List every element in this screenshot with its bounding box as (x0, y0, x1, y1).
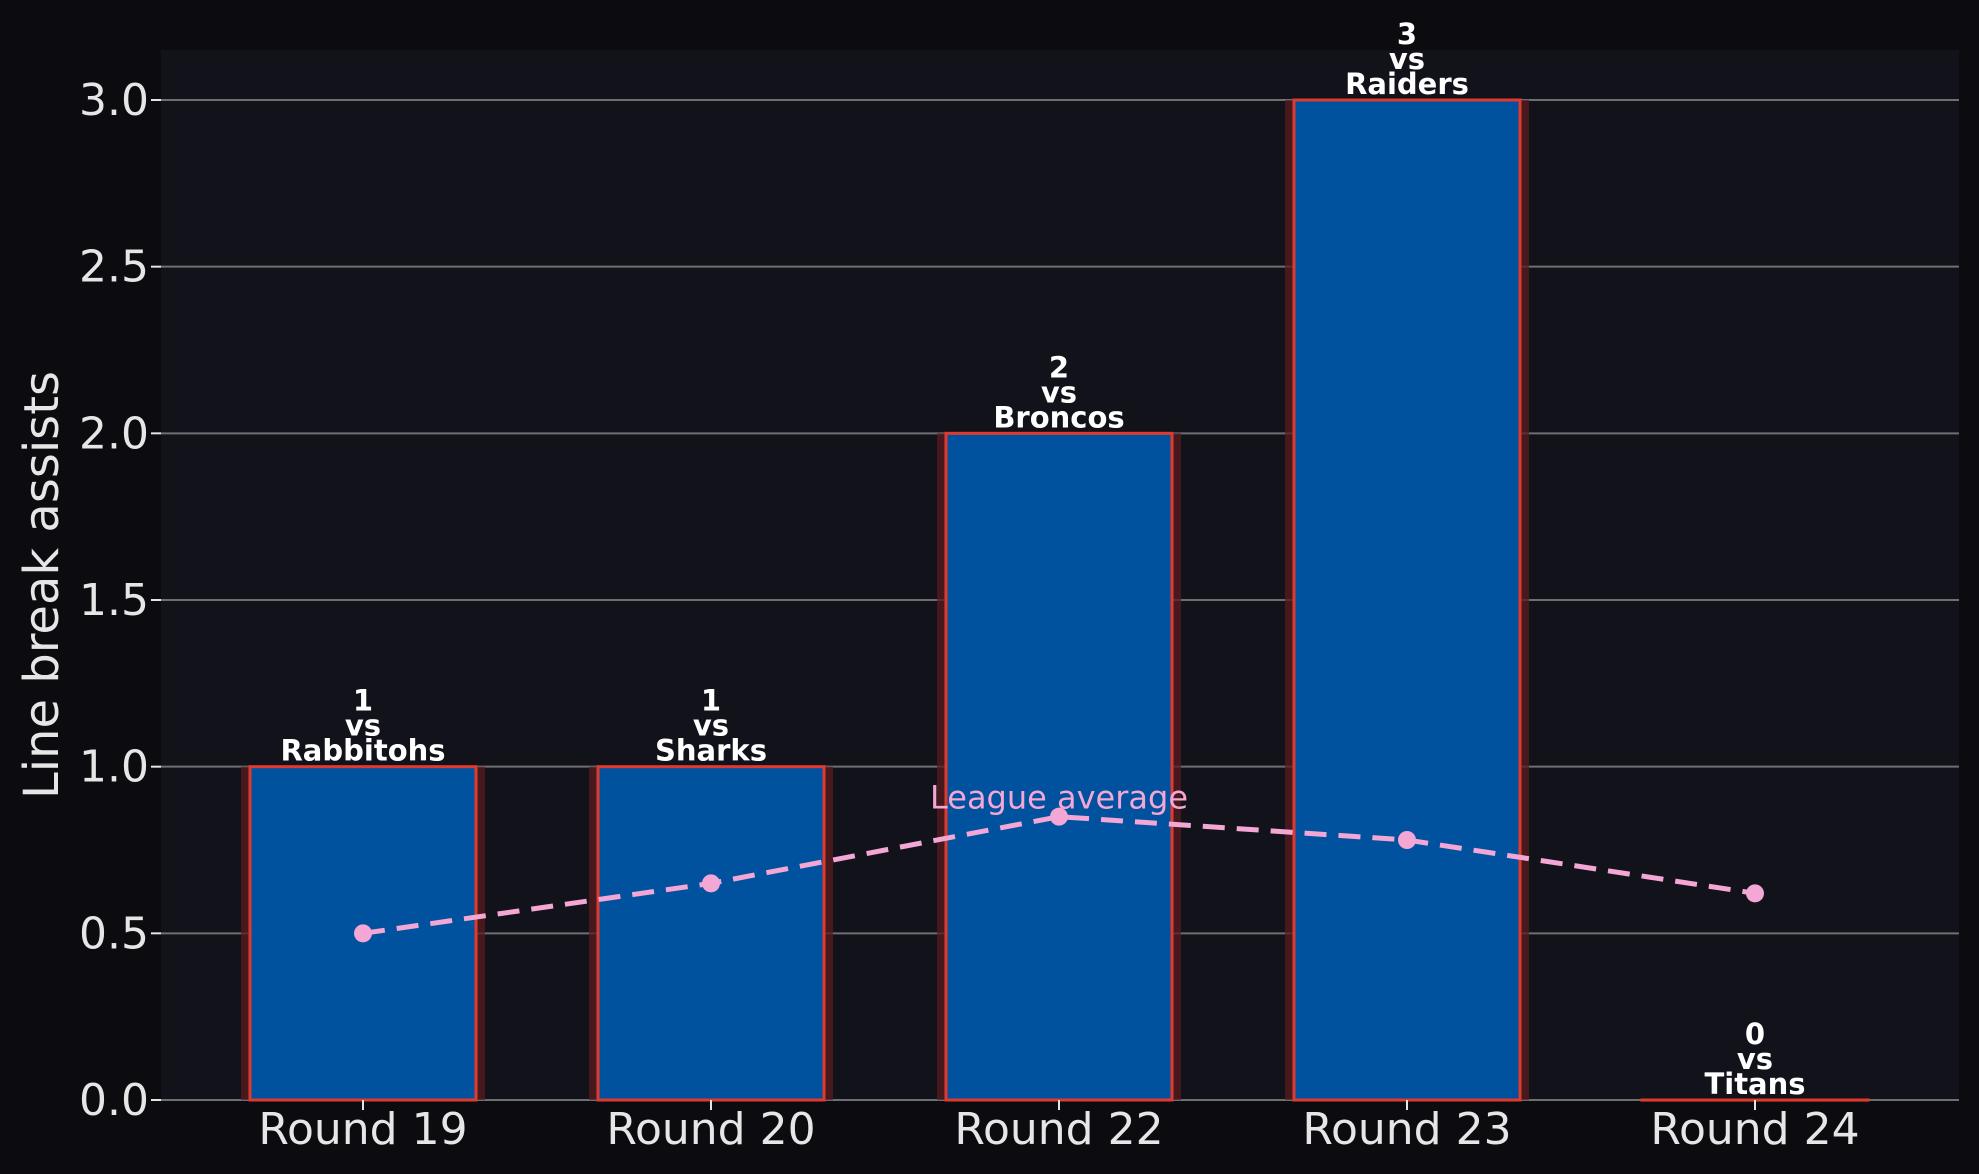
x-axis-ticks: Round 19 Round 20 Round 22 Round 23 Round 24 (258, 1100, 1860, 1155)
bar-opponent-label: Raiders (1345, 67, 1469, 101)
average-line-label: League average (930, 779, 1188, 817)
y-tick-label: 1.0 (79, 742, 149, 793)
bar-opponent-label: Rabbitohs (280, 734, 445, 768)
bar-value-label: 3 (1397, 17, 1417, 51)
bar-opponent-label: Broncos (993, 400, 1124, 434)
y-tick-label: 2.0 (79, 408, 149, 459)
bar-value-label: 0 (1745, 1017, 1765, 1051)
bar-value-label: 1 (701, 684, 721, 718)
bar-vs-label: vs (345, 709, 381, 743)
bar-opponent-label: Titans (1704, 1067, 1805, 1101)
x-tick-label: Round 22 (954, 1104, 1163, 1155)
x-tick-label: Round 19 (258, 1104, 467, 1155)
bar-value-label: 1 (353, 684, 373, 718)
x-tick-label: Round 24 (1650, 1104, 1859, 1155)
average-line (362, 814, 1756, 936)
bar (944, 431, 1174, 1102)
y-tick-label: 0.0 (79, 1075, 149, 1126)
bar-vs-label: vs (1737, 1042, 1773, 1076)
bar-vs-label: vs (1041, 375, 1077, 409)
y-axis-title: Line break assists (14, 371, 70, 799)
bar (596, 765, 826, 1102)
bar-labels: 1vsRabbitohs1vsSharks2vsBroncos3vsRaider… (280, 17, 1805, 1101)
bar (1292, 98, 1522, 1102)
bar-value-label: 2 (1049, 350, 1069, 384)
x-tick-label: Round 20 (606, 1104, 815, 1155)
bars (241, 98, 1877, 1102)
y-tick-label: 1.5 (79, 575, 149, 626)
y-tick-label: 0.5 (79, 908, 149, 959)
bar-vs-label: vs (693, 709, 729, 743)
average-point (702, 874, 720, 893)
y-tick-label: 2.5 (79, 242, 149, 293)
average-point (1050, 807, 1068, 826)
x-tick-label: Round 23 (1302, 1104, 1511, 1155)
y-axis-ticks: 0.0 0.5 1.0 1.5 2.0 2.5 3.0 (79, 75, 161, 1126)
league-average-line: League average (354, 779, 1764, 943)
bar-vs-label: vs (1389, 42, 1425, 76)
average-point (354, 924, 372, 943)
bar-opponent-label: Sharks (655, 734, 767, 768)
average-point (1398, 831, 1416, 849)
average-point (1746, 884, 1764, 903)
y-tick-label: 3.0 (79, 75, 149, 126)
